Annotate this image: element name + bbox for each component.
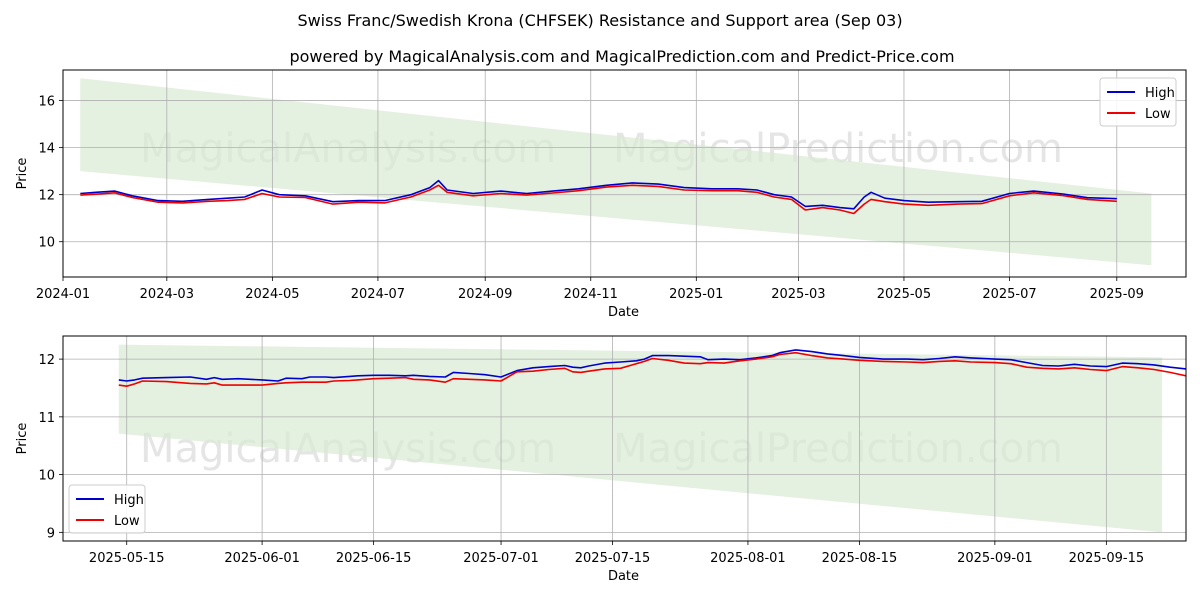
y-tick-label: 12	[38, 189, 55, 204]
x-tick-label: 2025-07	[982, 287, 1036, 302]
axes-frame	[62, 335, 1187, 542]
y-tick-label: 9	[47, 526, 55, 541]
series-line-low	[118, 351, 1186, 387]
x-axis-label: Date	[608, 305, 639, 320]
x-tick-label: 2025-03	[771, 287, 825, 302]
x-tick-label: 2024-05	[245, 287, 299, 302]
x-tick-label: 2025-05	[877, 287, 931, 302]
y-tick-label: 11	[38, 411, 55, 426]
chart-title: Swiss Franc/Swedish Krona (CHFSEK) Resis…	[297, 11, 902, 30]
x-tick-label: 2025-08-15	[822, 551, 898, 566]
x-tick-label: 2024-03	[140, 287, 194, 302]
x-tick-label: 2025-08-01	[710, 551, 786, 566]
x-tick-label: 2024-01	[36, 287, 90, 302]
series-line-low	[80, 184, 1117, 215]
legend-label-low: Low	[114, 514, 140, 529]
chart-subtitle: powered by MagicalAnalysis.com and Magic…	[289, 47, 954, 66]
support-resistance-band	[80, 78, 1152, 266]
x-tick-label: 2025-09-01	[957, 551, 1033, 566]
top-chart: MagicalAnalysis.comMagicalPrediction.com…	[15, 69, 1187, 320]
x-tick-label: 2025-09-15	[1069, 551, 1145, 566]
series-line-high	[80, 179, 1117, 210]
y-tick-label: 10	[38, 469, 55, 484]
y-tick-label: 10	[38, 236, 55, 251]
legend: High Low	[68, 484, 146, 534]
x-tick-label: 2025-07-15	[575, 551, 651, 566]
x-tick-label: 2025-07-01	[463, 551, 539, 566]
legend-label-low: Low	[1145, 107, 1171, 122]
y-axis-label: Price	[15, 423, 30, 455]
series-line-high	[118, 349, 1186, 382]
y-tick-label: 16	[38, 95, 55, 110]
y-tick-label: 14	[38, 142, 55, 157]
legend: High Low	[1099, 77, 1177, 127]
bottom-chart: MagicalAnalysis.comMagicalPrediction.com…	[15, 335, 1187, 584]
x-tick-label: 2024-09	[458, 287, 512, 302]
x-tick-label: 2025-06-01	[224, 551, 300, 566]
legend-label-high: High	[1145, 86, 1175, 101]
x-tick-label: 2025-05-15	[89, 551, 165, 566]
y-axis-label: Price	[15, 158, 30, 190]
x-tick-label: 2024-07	[351, 287, 405, 302]
axes-frame	[62, 69, 1187, 278]
support-resistance-band	[118, 344, 1163, 533]
x-axis-label: Date	[608, 569, 639, 584]
y-tick-label: 12	[38, 353, 55, 368]
legend-label-high: High	[114, 493, 144, 508]
x-tick-label: 2025-09	[1090, 287, 1144, 302]
x-tick-label: 2024-11	[564, 287, 618, 302]
x-tick-label: 2025-06-15	[336, 551, 412, 566]
x-tick-label: 2025-01	[669, 287, 723, 302]
